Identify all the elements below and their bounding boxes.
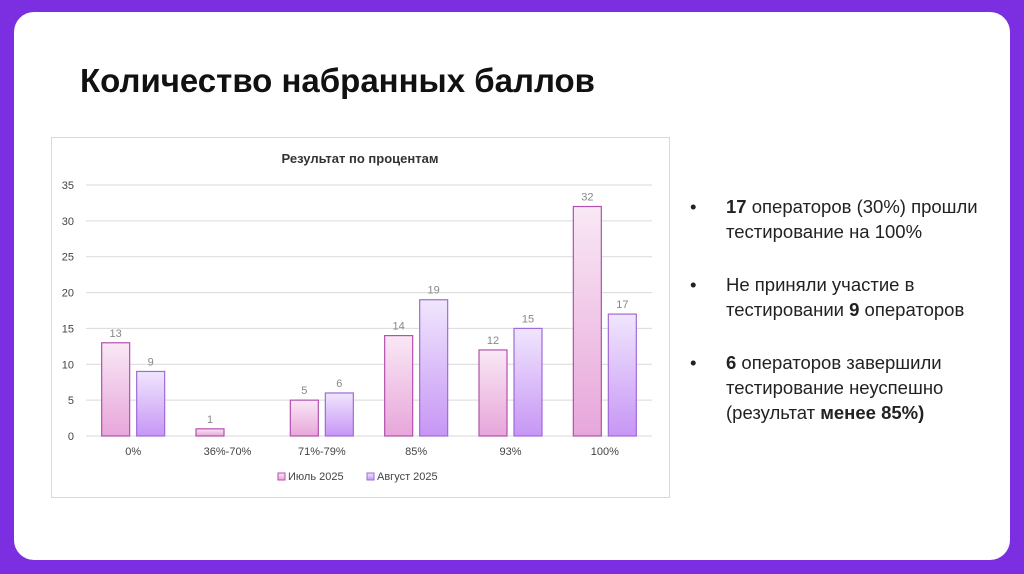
bullet-item: Не приняли участие в тестировании 9 опер… [690, 272, 1020, 322]
bar [289, 399, 319, 437]
bar [195, 428, 225, 437]
bullet-item: 17 операторов (30%) прошли тестирование … [690, 194, 1020, 244]
data-label: 6 [336, 378, 342, 390]
x-tick-label: 100% [591, 446, 619, 458]
legend-label: Июль 2025 [288, 471, 344, 483]
y-tick-label: 15 [62, 323, 74, 335]
bar-chart-svg: Результат по процентам051015202530350%13… [62, 151, 652, 483]
bar [136, 370, 166, 437]
y-tick-label: 20 [62, 288, 74, 300]
x-tick-label: 93% [499, 446, 521, 458]
bullet-text: операторов завершили тестирование неуспе… [726, 352, 944, 423]
y-tick-label: 0 [68, 431, 74, 443]
data-label: 14 [393, 321, 405, 333]
data-label: 15 [522, 313, 534, 325]
data-label: 32 [581, 192, 593, 204]
data-label: 9 [148, 356, 154, 368]
bullet-text: Не приняли участие в тестировании [726, 274, 915, 320]
chart: Результат по процентам 0 5 10 15 20 25 30 35 0% 13… [51, 137, 670, 498]
x-tick-label: 71%-79% [298, 446, 346, 458]
y-tick-label: 25 [62, 252, 74, 264]
bar [384, 335, 414, 437]
x-tick-label: 0% [125, 446, 141, 458]
bullet-item: 6 операторов завершили тестирование неус… [690, 350, 1020, 425]
bullet-bold: 9 [849, 299, 860, 320]
bullet-bold: 6 [726, 352, 737, 373]
bar [513, 327, 543, 437]
legend-swatch [366, 472, 375, 481]
bar [101, 342, 131, 437]
y-tick-label: 5 [68, 395, 74, 407]
chart-title: Результат по процентам [282, 151, 439, 166]
legend-swatch [277, 472, 286, 481]
bar [324, 392, 354, 437]
bar [572, 205, 602, 437]
bullet-list: 17 операторов (30%) прошли тестирование … [690, 194, 1020, 453]
bullet-bold: 17 [726, 196, 747, 217]
data-label: 5 [301, 385, 307, 397]
bar [607, 313, 637, 437]
data-label: 13 [110, 328, 122, 340]
bar [419, 299, 449, 437]
bullet-text: операторов (30%) прошли тестирование на … [726, 196, 978, 242]
y-tick-label: 10 [62, 359, 74, 371]
bar [478, 349, 508, 437]
y-tick-label: 35 [62, 180, 74, 192]
x-tick-label: 36%-70% [204, 446, 252, 458]
bullet-text: операторов [859, 299, 965, 320]
data-label: 1 [207, 414, 213, 426]
slide-title: Количество набранных баллов [80, 62, 595, 99]
legend-label: Август 2025 [377, 471, 438, 483]
data-label: 17 [616, 299, 628, 311]
x-tick-label: 85% [405, 446, 427, 458]
data-label: 12 [487, 335, 499, 347]
data-label: 19 [428, 285, 440, 297]
slide: Количество набранных баллов Результат по… [14, 12, 1010, 560]
y-tick-label: 30 [62, 216, 74, 228]
bullet-bold: менее 85%) [820, 402, 925, 423]
